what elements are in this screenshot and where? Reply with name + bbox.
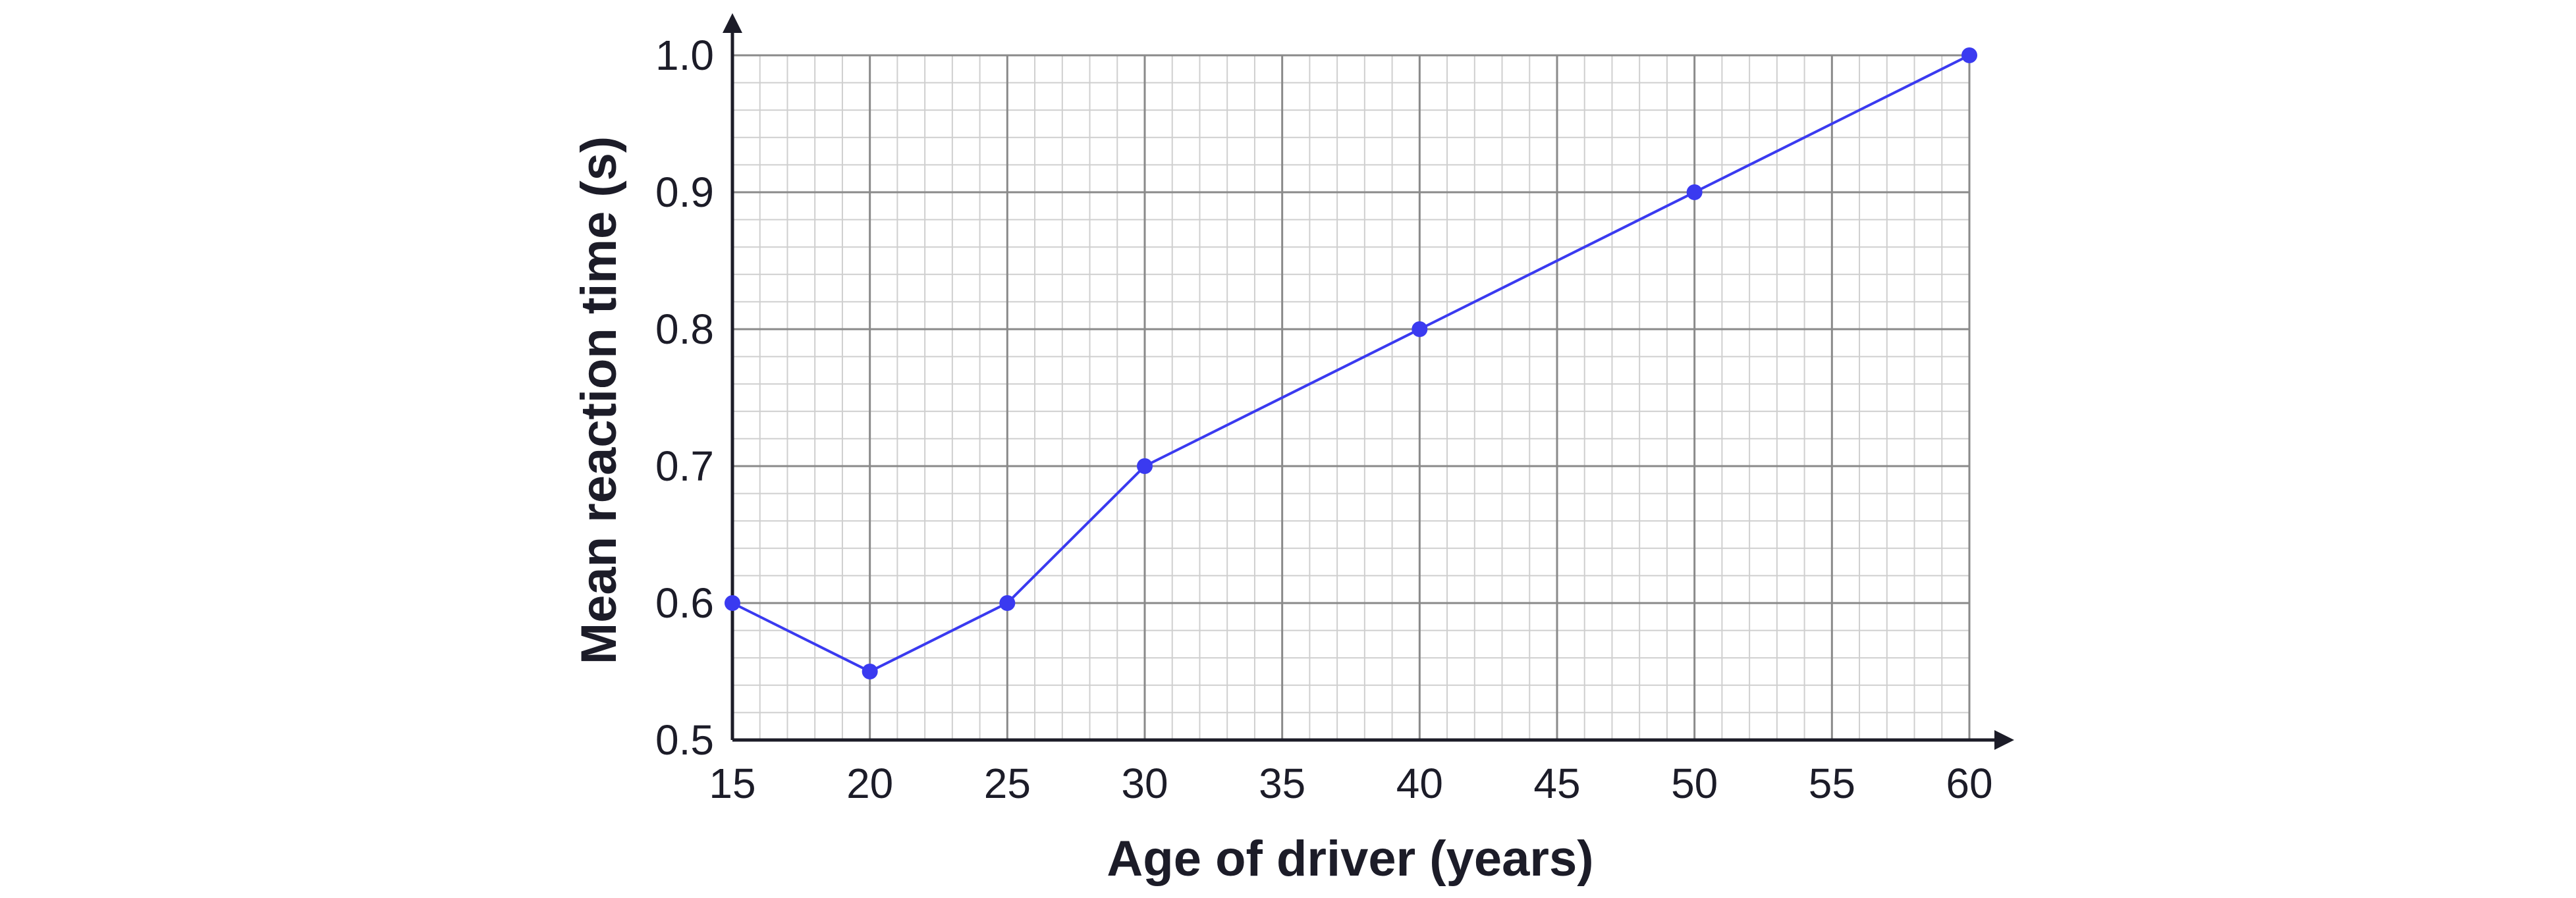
- x-tick-label: 40: [1396, 760, 1443, 807]
- x-tick-label: 25: [984, 760, 1031, 807]
- axes: [723, 13, 2014, 750]
- x-tick-label: 60: [1946, 760, 1992, 807]
- axis-titles: Age of driver (years) Mean reaction time…: [571, 136, 1594, 887]
- data-point: [1137, 458, 1153, 474]
- y-tick-label: 0.7: [655, 442, 714, 490]
- x-tick-label: 55: [1809, 760, 1855, 807]
- y-tick-label: 0.9: [655, 169, 714, 216]
- x-tick-label: 45: [1533, 760, 1580, 807]
- y-tick-label: 0.8: [655, 305, 714, 353]
- x-tick-label: 20: [846, 760, 893, 807]
- data-point: [725, 595, 740, 611]
- x-tick-label: 30: [1121, 760, 1168, 807]
- series-layer: [725, 47, 1977, 679]
- y-tick-label: 0.5: [655, 716, 714, 764]
- major-grid: [731, 54, 1971, 741]
- data-point: [1411, 321, 1428, 337]
- minor-grid: [732, 55, 1970, 741]
- tick-labels: 15 20 25 30 35 40 45 50 55 60 0.5 0.6 0.7 0.8 0.9 1.0: [655, 32, 1993, 807]
- x-tick-label: 15: [709, 760, 755, 807]
- y-tick-label: 0.6: [655, 579, 714, 627]
- data-point: [862, 664, 878, 679]
- x-axis-title: Age of driver (years): [1107, 831, 1593, 887]
- y-axis-title: Mean reaction time (s): [571, 136, 627, 664]
- data-point: [1686, 184, 1703, 200]
- x-tick-label: 50: [1671, 760, 1718, 807]
- y-tick-label: 1.0: [655, 32, 714, 79]
- series-line: [732, 54, 1970, 673]
- x-tick-label: 35: [1259, 760, 1305, 807]
- data-point: [999, 595, 1016, 611]
- data-point: [1961, 47, 1977, 63]
